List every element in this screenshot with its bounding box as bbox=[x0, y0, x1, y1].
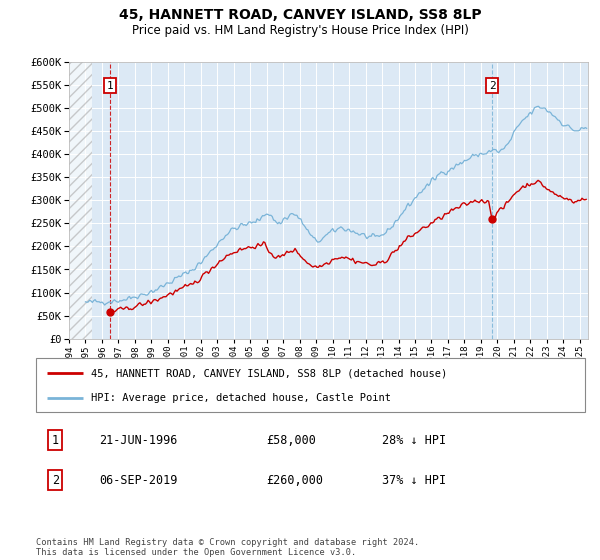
FancyBboxPatch shape bbox=[36, 358, 585, 412]
Text: Contains HM Land Registry data © Crown copyright and database right 2024.
This d: Contains HM Land Registry data © Crown c… bbox=[36, 538, 419, 557]
Text: 45, HANNETT ROAD, CANVEY ISLAND, SS8 8LP: 45, HANNETT ROAD, CANVEY ISLAND, SS8 8LP bbox=[119, 8, 481, 22]
Text: 37% ↓ HPI: 37% ↓ HPI bbox=[382, 474, 446, 487]
Text: 28% ↓ HPI: 28% ↓ HPI bbox=[382, 434, 446, 447]
Text: HPI: Average price, detached house, Castle Point: HPI: Average price, detached house, Cast… bbox=[91, 393, 391, 403]
Text: 2: 2 bbox=[52, 474, 59, 487]
Text: 45, HANNETT ROAD, CANVEY ISLAND, SS8 8LP (detached house): 45, HANNETT ROAD, CANVEY ISLAND, SS8 8LP… bbox=[91, 368, 447, 379]
Text: 06-SEP-2019: 06-SEP-2019 bbox=[99, 474, 178, 487]
Text: 21-JUN-1996: 21-JUN-1996 bbox=[99, 434, 178, 447]
Text: Price paid vs. HM Land Registry's House Price Index (HPI): Price paid vs. HM Land Registry's House … bbox=[131, 24, 469, 36]
Text: 1: 1 bbox=[106, 81, 113, 91]
Text: 1: 1 bbox=[52, 434, 59, 447]
Text: £260,000: £260,000 bbox=[266, 474, 323, 487]
Text: £58,000: £58,000 bbox=[266, 434, 316, 447]
Text: 2: 2 bbox=[489, 81, 496, 91]
